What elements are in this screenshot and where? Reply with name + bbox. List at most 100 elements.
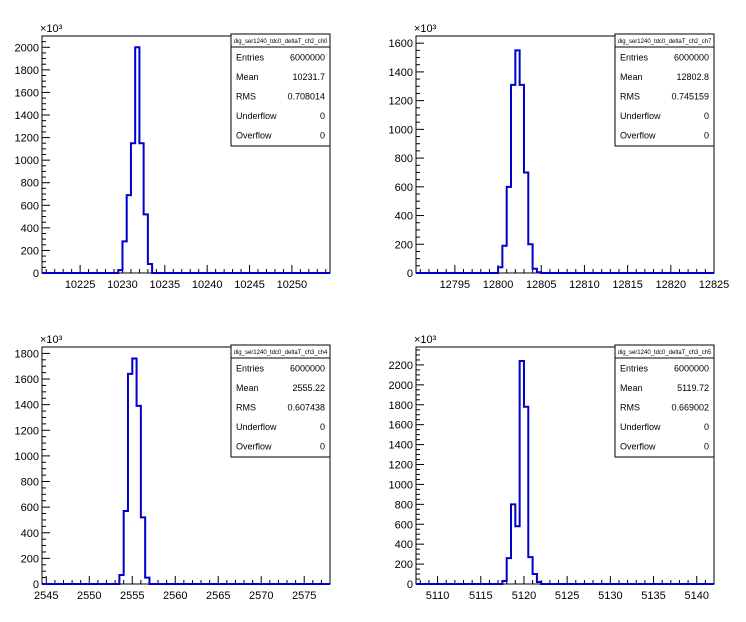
stats-title: dig_ser1240_tdc0_deltaT_ch3_ch4 — [234, 350, 328, 356]
y-tick-label: 200 — [395, 239, 413, 251]
stats-value: 0 — [320, 422, 325, 432]
y-tick-label: 1200 — [15, 425, 39, 437]
stats-label: Underflow — [236, 422, 277, 432]
stats-value: 6000000 — [674, 53, 709, 63]
stats-label: Overflow — [236, 130, 272, 140]
x-tick-label: 5110 — [426, 590, 450, 602]
y-tick-label: 600 — [395, 182, 413, 194]
stats-label: Entries — [620, 53, 649, 63]
y-tick-label: 0 — [407, 579, 413, 591]
y-tick-label: 600 — [21, 200, 39, 212]
stats-label: Underflow — [620, 422, 661, 432]
y-tick-label: 1800 — [15, 348, 39, 360]
stats-box-frame — [230, 33, 331, 147]
stats-label: RMS — [236, 92, 256, 102]
stats-box: dig_ser1240_tdc0_deltaT_ch2_ch7 Entries 60… — [614, 33, 715, 147]
histogram-panel-2: 12795 12800 12805 12810 12815 12820 12825 0 200 4… — [389, 23, 730, 291]
stats-label: RMS — [620, 92, 640, 102]
x-tick-label: 5135 — [641, 590, 665, 602]
y-tick-label: 1000 — [15, 155, 39, 167]
stats-value: 0 — [320, 130, 325, 140]
stats-value: 6000000 — [674, 364, 709, 374]
y-tick-label: 1000 — [389, 479, 413, 491]
stats-value: 0 — [704, 130, 709, 140]
x-tick-label: 10240 — [192, 279, 223, 291]
stats-box-frame — [230, 344, 331, 458]
stats-box-frame — [614, 344, 715, 458]
stats-value: 0.708014 — [287, 92, 325, 102]
y-tick-label: 400 — [395, 539, 413, 551]
stats-value: 0 — [320, 441, 325, 451]
y-tick-label: 1400 — [15, 110, 39, 122]
y-tick-label: 1200 — [15, 133, 39, 145]
axis-multiplier: ×10³ — [40, 334, 63, 346]
y-tick-label: 600 — [395, 519, 413, 531]
x-tick-label: 10230 — [107, 279, 138, 291]
x-tick-label: 2555 — [120, 590, 144, 602]
stats-box: dig_ser1240_tdc0_deltaT_ch3_ch5 Entries 60… — [614, 344, 715, 458]
y-tick-label: 1600 — [15, 87, 39, 99]
y-tick-label: 1600 — [389, 38, 413, 50]
histogram-line — [416, 49, 714, 274]
axis-multiplier: ×10³ — [414, 334, 437, 346]
y-tick-label: 2000 — [389, 380, 413, 392]
y-tick-label: 1600 — [15, 374, 39, 386]
y-tick-label: 1000 — [389, 124, 413, 136]
x-tick-label: 12795 — [440, 279, 471, 291]
y-tick-label: 400 — [21, 223, 39, 235]
x-tick-label: 2565 — [206, 590, 230, 602]
stats-label: Overflow — [236, 441, 272, 451]
stats-label: Entries — [236, 364, 265, 374]
x-tick-label: 5130 — [598, 590, 622, 602]
stats-value: 0.607438 — [287, 403, 325, 413]
y-tick-label: 1800 — [15, 65, 39, 77]
x-tick-label: 12805 — [526, 279, 557, 291]
stats-label: Mean — [620, 383, 643, 393]
y-tick-label: 800 — [21, 178, 39, 190]
y-tick-label: 400 — [21, 528, 39, 540]
y-tick-label: 800 — [395, 153, 413, 165]
x-tick-label: 10235 — [150, 279, 181, 291]
stats-label: Entries — [620, 364, 649, 374]
stats-value: 2555.22 — [292, 383, 325, 393]
stats-value: 5119.72 — [677, 383, 709, 393]
y-tick-label: 1200 — [389, 96, 413, 108]
histogram-line — [416, 359, 714, 585]
stats-value: 0 — [320, 111, 325, 121]
stats-title: dig_ser1240_tdc0_deltaT_ch3_ch5 — [618, 350, 712, 356]
x-tick-label: 12810 — [569, 279, 600, 291]
stats-value: 0 — [704, 111, 709, 121]
x-tick-label: 2560 — [163, 590, 187, 602]
stats-label: Overflow — [620, 441, 656, 451]
y-tick-label: 2000 — [15, 42, 39, 54]
x-tick-label: 2550 — [77, 590, 101, 602]
y-tick-label: 1400 — [389, 440, 413, 452]
y-tick-label: 1600 — [389, 420, 413, 432]
y-tick-label: 2200 — [389, 360, 413, 372]
stats-label: RMS — [620, 403, 640, 413]
stats-title: dig_ser1240_tdc0_deltaT_ch2_ch0 — [234, 39, 328, 45]
y-tick-label: 1000 — [15, 451, 39, 463]
stats-label: Mean — [236, 383, 259, 393]
stats-value: 6000000 — [290, 364, 325, 374]
y-tick-label: 0 — [33, 579, 39, 591]
histogram-line — [42, 357, 330, 585]
x-axis: 5110 5115 5120 5125 5130 5135 5140 — [419, 576, 715, 602]
x-tick-label: 12815 — [612, 279, 643, 291]
stats-value: 0 — [704, 422, 709, 432]
y-axis: 0 200 400 600 800 1000 1200 1400 1600 1800×10³ — [15, 334, 63, 591]
y-tick-label: 200 — [21, 553, 39, 565]
stats-value: 0 — [704, 441, 709, 451]
stats-label: Overflow — [620, 130, 656, 140]
stats-box: dig_ser1240_tdc0_deltaT_ch3_ch4 Entries 60… — [230, 344, 331, 458]
stats-title: dig_ser1240_tdc0_deltaT_ch2_ch7 — [618, 39, 712, 45]
x-tick-label: 2545 — [34, 590, 58, 602]
histogram-line — [42, 46, 330, 274]
y-tick-label: 200 — [21, 245, 39, 257]
stats-label: RMS — [236, 403, 256, 413]
stats-box-frame — [614, 33, 715, 147]
stats-label: Underflow — [620, 111, 661, 121]
histogram-panel-1: 10225 10230 10235 10240 10245 10250 0 200 400 600… — [15, 23, 331, 291]
stats-value: 6000000 — [290, 53, 325, 63]
